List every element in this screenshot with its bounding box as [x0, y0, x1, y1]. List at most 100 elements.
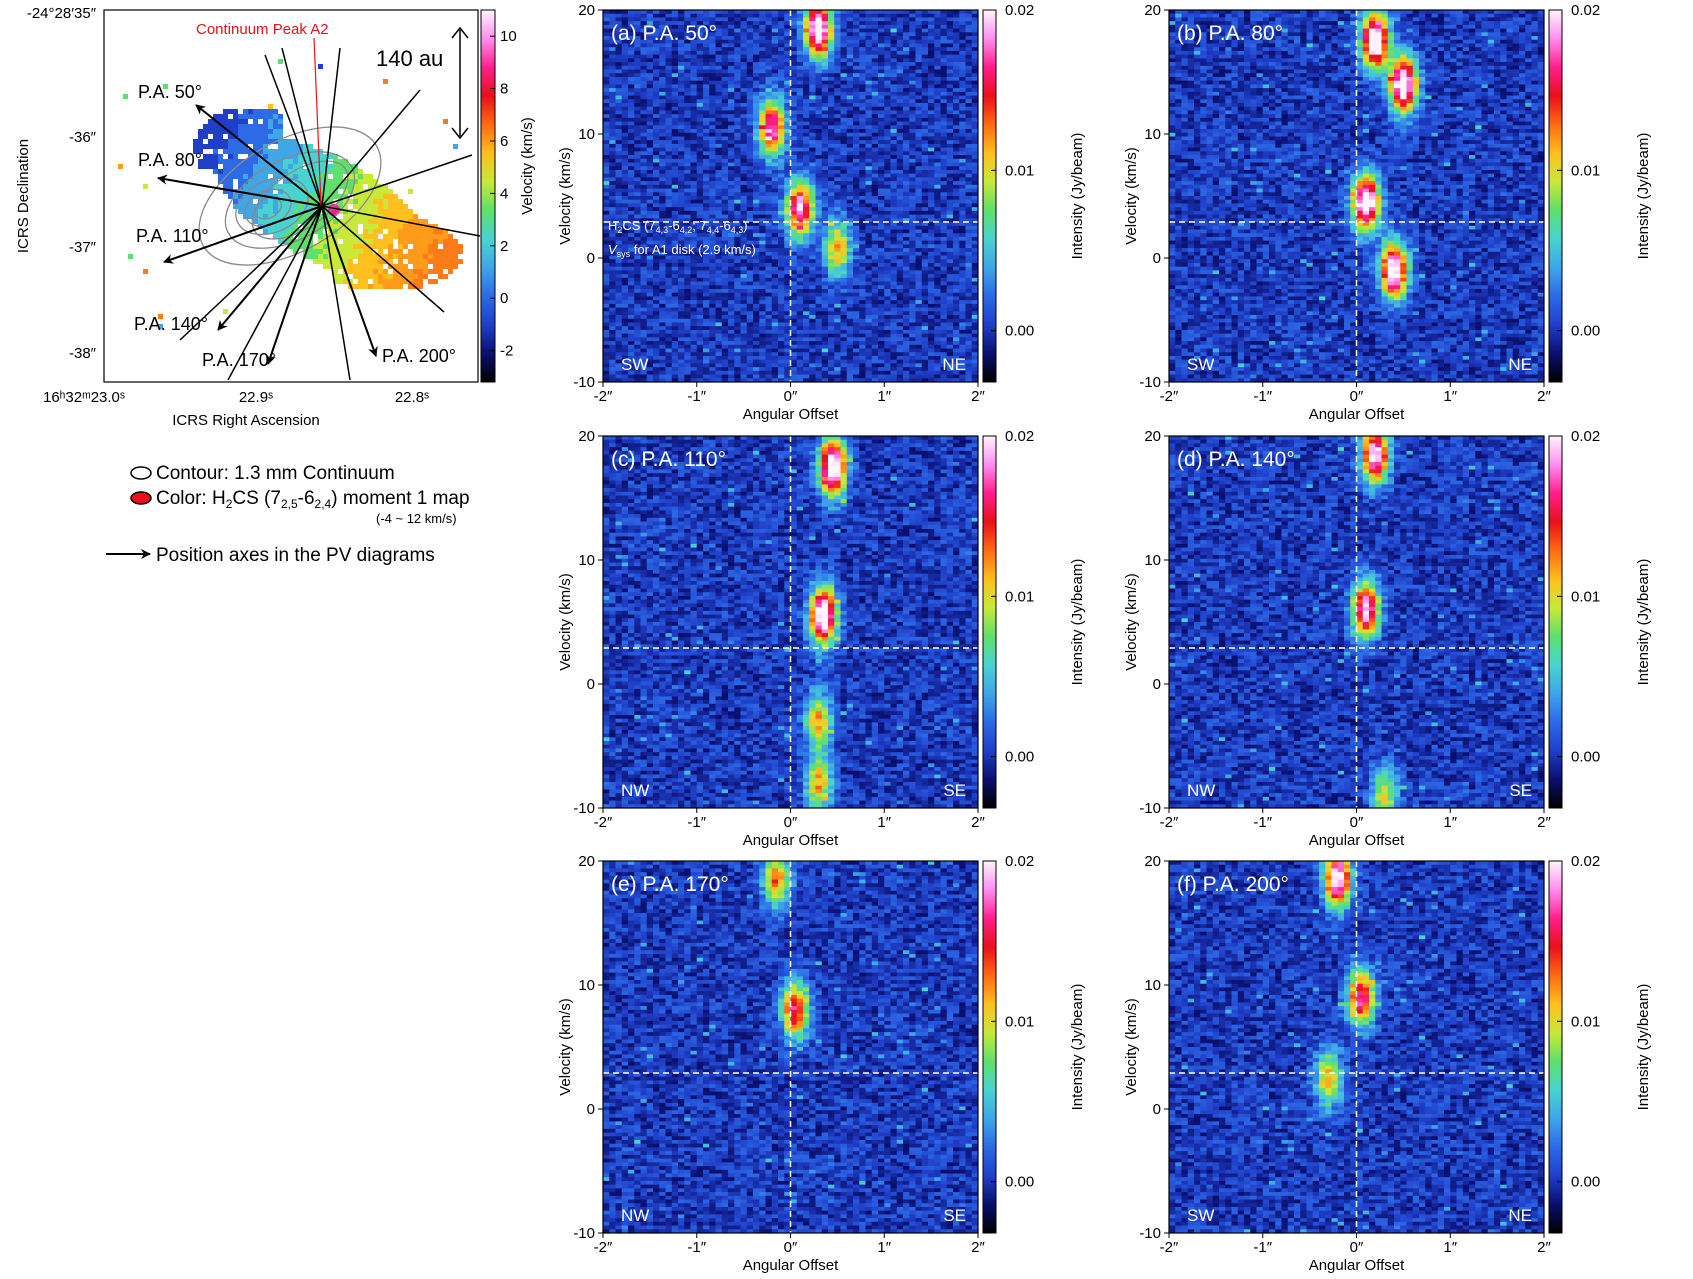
velocity-colorbar-tick-label: 8 [500, 81, 508, 98]
velocity-colorbar-tick-label: -2 [500, 343, 513, 360]
pv-x-tick-label: 0″ [1350, 388, 1364, 405]
ra-tick-label: 22.8ˢ [395, 389, 429, 406]
intensity-colorbar-label: Intensity (Jy/beam) [1635, 559, 1652, 686]
intensity-colorbar-tick-label: 0.01 [1571, 1013, 1600, 1030]
pv-x-tick-label: -2″ [594, 388, 613, 405]
velocity-colorbar-label: Velocity (km/s) [519, 117, 536, 215]
pv-panel-title: (f) P.A. 200° [1177, 873, 1289, 896]
moment-hotspot [328, 204, 340, 216]
intensity-colorbar [983, 436, 996, 808]
pv-y-tick-label: 0 [1153, 250, 1161, 267]
legend: Contour: 1.3 mm Continuum Color: H2CS (7… [106, 463, 470, 566]
pv-y-tick-label: 10 [1144, 126, 1161, 143]
pv-y-axis-label: Velocity (km/s) [557, 147, 574, 245]
pv-panel: (c) P.A. 110°NW SE-2″ -1″ 0″ 1″ 2″Angular Off… [557, 428, 1086, 849]
vsys-annotation: Vsys for A1 disk (2.9 km/s) [608, 242, 756, 259]
pv-panel-title: (c) P.A. 110° [611, 448, 726, 471]
pv-y-tick-label: -10 [1139, 374, 1161, 391]
pv-x-axis-label: Angular Offset [1309, 406, 1405, 423]
intensity-colorbar-tick-label: 0.00 [1005, 749, 1034, 766]
pv-x-tick-label: 1″ [877, 388, 891, 405]
velocity-colorbar-tick-label: 0 [500, 290, 508, 307]
pv-panel-title: (e) P.A. 170° [611, 873, 729, 896]
pv-right-direction-label: NE [1508, 355, 1532, 374]
intensity-colorbar-label: Intensity (Jy/beam) [1635, 133, 1652, 260]
pv-y-axis-label: Velocity (km/s) [557, 573, 574, 671]
velocity-colorbar-tick-label: 2 [500, 238, 508, 255]
ra-tick-label: 16ʰ32ᵐ23.0ˢ [43, 389, 125, 406]
dec-tick-label: -36″ [69, 129, 97, 146]
moment-map-panel: P.A. 50°P.A. 80°P.A. 110°P.A. 140°P.A. 1… [15, 5, 536, 429]
pv-x-tick-label: 1″ [1443, 1239, 1457, 1256]
pv-x-tick-label: 0″ [784, 814, 798, 831]
pa-label: P.A. 200° [382, 346, 456, 366]
pv-panel: (f) P.A. 200°SW NE-2″ -1″ 0″ 1″ 2″Angular Off… [1123, 853, 1652, 1274]
pv-x-tick-label: -2″ [1160, 388, 1179, 405]
pv-x-axis-label: Angular Offset [743, 1257, 839, 1274]
pv-y-tick-label: 0 [1153, 1101, 1161, 1118]
velocity-colorbar-tick-label: 6 [500, 133, 508, 150]
pv-y-tick-label: -10 [573, 1225, 595, 1242]
pv-x-tick-label: 0″ [1350, 814, 1364, 831]
intensity-colorbar-tick-label: 0.02 [1005, 428, 1034, 445]
pv-x-tick-label: 1″ [877, 814, 891, 831]
pv-x-tick-label: -1″ [687, 388, 706, 405]
pa-label: P.A. 110° [136, 226, 209, 246]
pv-x-tick-label: 2″ [971, 814, 985, 831]
pv-x-tick-label: 2″ [1537, 388, 1551, 405]
pv-y-axis-label: Velocity (km/s) [1123, 998, 1140, 1096]
pv-y-tick-label: 10 [578, 977, 595, 994]
pv-panel-title: (a) P.A. 50° [611, 22, 717, 45]
pv-x-tick-label: -2″ [1160, 814, 1179, 831]
intensity-colorbar-tick-label: 0.00 [1005, 1174, 1034, 1191]
pv-x-tick-label: 2″ [1537, 814, 1551, 831]
ra-axis: 16ʰ32ᵐ23.0ˢ 22.9ˢ 22.8ˢ ICRS Right Ascen… [43, 389, 429, 429]
color-legend-range: (-4 ~ 12 km/s) [376, 511, 457, 526]
pv-y-tick-label: -10 [1139, 1225, 1161, 1242]
intensity-colorbar-label: Intensity (Jy/beam) [1635, 984, 1652, 1111]
pv-x-axis-label: Angular Offset [1309, 1257, 1405, 1274]
pv-panels: (a) P.A. 50° SW NE -2″ -1″ 0″ 1″ 2″ Angular Offs… [557, 2, 1652, 1274]
pv-x-tick-label: -1″ [1253, 1239, 1272, 1256]
pv-x-tick-label: -1″ [687, 814, 706, 831]
continuum-peak-label: Continuum Peak A2 [196, 21, 329, 38]
pv-panel: (e) P.A. 170°NW SE-2″ -1″ 0″ 1″ 2″Angular Off… [557, 853, 1086, 1274]
contour-legend-label: Contour: 1.3 mm Continuum [156, 463, 395, 484]
pv-y-axis-label: Velocity (km/s) [557, 998, 574, 1096]
pv-y-tick-label: 10 [1144, 552, 1161, 569]
pv-x-tick-label: 1″ [1443, 814, 1457, 831]
intensity-colorbar-tick-label: 0.01 [1005, 162, 1034, 179]
pv-right-direction-label: SE [1509, 781, 1532, 800]
pv-left-direction-label: SW [1187, 1206, 1214, 1225]
pv-x-tick-label: 0″ [784, 1239, 798, 1256]
pv-left-direction-label: SW [621, 355, 648, 374]
dec-tick-label: -37″ [69, 239, 97, 256]
line-annotation: H2CS (74,3-64,2; 74,4-64,3) [608, 218, 748, 235]
pv-panel-title: (d) P.A. 140° [1177, 448, 1295, 471]
pv-y-tick-label: 0 [1153, 676, 1161, 693]
scalebar-label: 140 au [376, 46, 443, 71]
pv-y-tick-label: 20 [1144, 2, 1161, 19]
intensity-colorbar-label: Intensity (Jy/beam) [1069, 984, 1086, 1111]
intensity-colorbar-tick-label: 0.02 [1571, 428, 1600, 445]
pv-right-direction-label: SE [943, 1206, 966, 1225]
pv-y-tick-label: 20 [1144, 428, 1161, 445]
velocity-colorbar-ramp [481, 10, 495, 382]
intensity-colorbar-tick-label: 0.01 [1571, 588, 1600, 605]
intensity-colorbar-label: Intensity (Jy/beam) [1069, 559, 1086, 686]
pv-left-direction-label: NW [621, 781, 649, 800]
intensity-colorbar-tick-label: 0.00 [1571, 749, 1600, 766]
intensity-colorbar-tick-label: 0.02 [1005, 2, 1034, 19]
pv-left-direction-label: NW [1187, 781, 1215, 800]
pv-right-direction-label: SE [943, 781, 966, 800]
pv-right-direction-label: NE [942, 355, 966, 374]
pv-x-tick-label: 0″ [1350, 1239, 1364, 1256]
intensity-colorbar-tick-label: 0.00 [1571, 1174, 1600, 1191]
velocity-colorbar-tick-label: 10 [500, 28, 517, 45]
pv-y-tick-label: -10 [573, 374, 595, 391]
pv-y-tick-label: -10 [1139, 800, 1161, 817]
pv-panel: (d) P.A. 140°NW SE-2″ -1″ 0″ 1″ 2″Angular Off… [1123, 428, 1652, 849]
intensity-colorbar-tick-label: 0.01 [1005, 1013, 1034, 1030]
pv-x-tick-label: 1″ [1443, 388, 1457, 405]
